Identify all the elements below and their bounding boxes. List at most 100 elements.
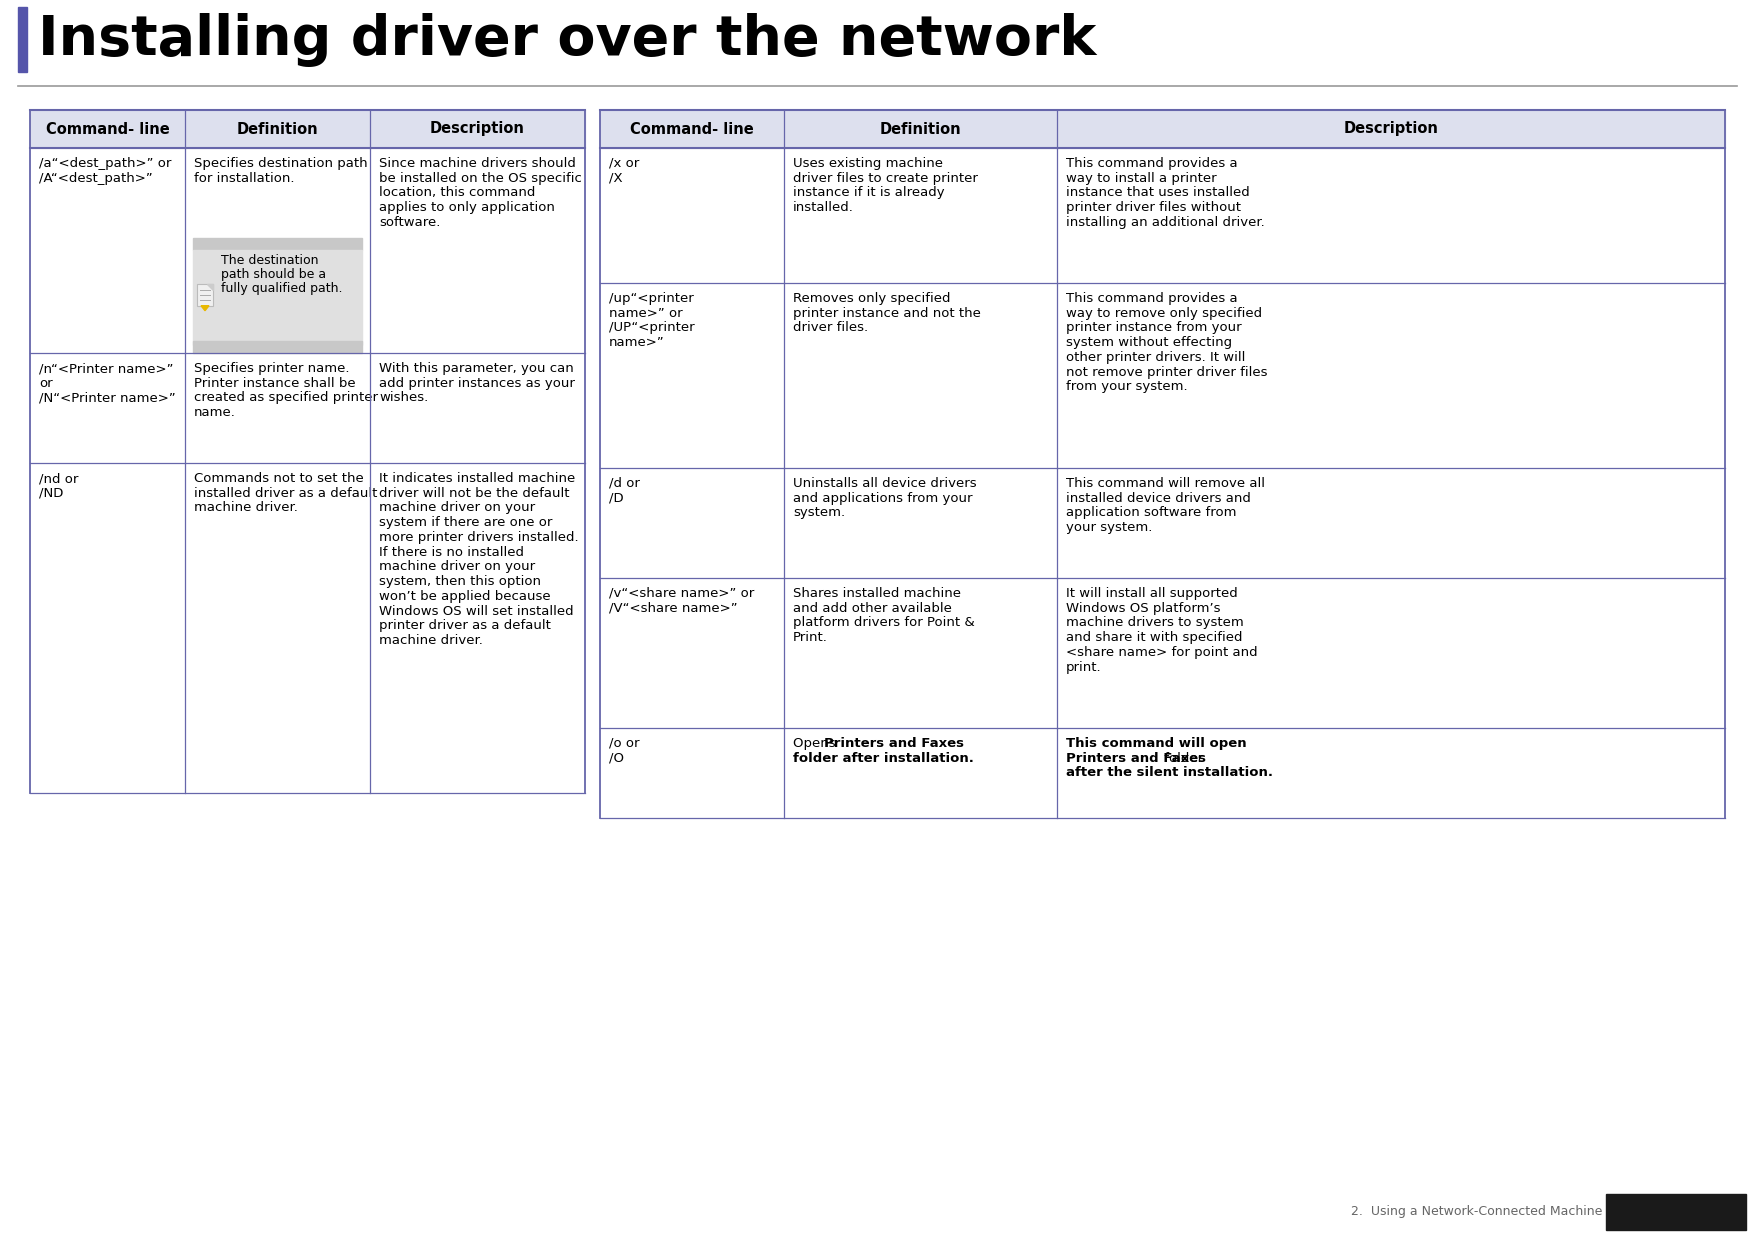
Text: installed device drivers and: installed device drivers and (1065, 492, 1251, 505)
Text: Removes only specified: Removes only specified (793, 291, 951, 305)
Text: This command will open: This command will open (1065, 737, 1246, 750)
Bar (600, 728, 1725, 818)
Text: system if there are one or: system if there are one or (379, 516, 553, 529)
Text: name>”: name>” (609, 336, 665, 350)
Bar (193, 238, 362, 250)
Text: machine driver on your: machine driver on your (379, 501, 535, 515)
Text: This command will remove all: This command will remove all (1065, 477, 1265, 490)
Text: Description: Description (430, 122, 525, 136)
Text: /A“<dest_path>”: /A“<dest_path>” (39, 171, 153, 185)
Text: Definition: Definition (237, 122, 318, 136)
Text: print.: print. (1065, 661, 1102, 673)
Text: system.: system. (793, 506, 846, 520)
Text: and applications from your: and applications from your (793, 492, 972, 505)
Text: driver files.: driver files. (793, 321, 869, 335)
Text: /N“<Printer name>”: /N“<Printer name>” (39, 392, 176, 404)
Text: folder after installation.: folder after installation. (793, 751, 974, 765)
Text: way to remove only specified: way to remove only specified (1065, 306, 1262, 320)
Text: printer driver files without: printer driver files without (1065, 201, 1241, 215)
Text: /d or: /d or (609, 477, 641, 490)
Text: Command- line: Command- line (630, 122, 755, 136)
Text: Windows OS will set installed: Windows OS will set installed (379, 605, 574, 618)
Bar (30, 463, 584, 794)
Bar (600, 283, 1725, 467)
Text: /a“<dest_path>” or: /a“<dest_path>” or (39, 157, 172, 170)
Text: /X: /X (609, 171, 623, 185)
Text: not remove printer driver files: not remove printer driver files (1065, 366, 1267, 378)
Text: printer driver as a default: printer driver as a default (379, 619, 551, 632)
Bar (30, 353, 584, 463)
Text: name>” or: name>” or (609, 306, 683, 320)
Text: your system.: your system. (1065, 521, 1153, 534)
Text: for installation.: for installation. (195, 171, 295, 185)
Text: installed.: installed. (793, 201, 855, 215)
Bar (600, 110, 1725, 148)
Bar (193, 341, 362, 353)
Text: and add other available: and add other available (793, 601, 951, 615)
Text: /n“<Printer name>”: /n“<Printer name>” (39, 362, 174, 374)
Text: application software from: application software from (1065, 506, 1237, 520)
Bar (600, 148, 1725, 283)
Text: Installing driver over the network: Installing driver over the network (39, 12, 1097, 67)
Text: Specifies printer name.: Specifies printer name. (195, 362, 349, 374)
Text: /O: /O (609, 751, 625, 765)
Text: The destination: The destination (221, 254, 318, 268)
Text: machine driver.: machine driver. (379, 634, 483, 647)
Text: be installed on the OS specific: be installed on the OS specific (379, 171, 583, 185)
Text: /ND: /ND (39, 487, 63, 500)
Text: path should be a: path should be a (221, 268, 326, 281)
Text: folder: folder (1160, 751, 1204, 765)
Bar (600, 578, 1725, 728)
Text: 2.  Using a Network-Connected Machine: 2. Using a Network-Connected Machine (1351, 1205, 1602, 1219)
Text: created as specified printer: created as specified printer (195, 392, 377, 404)
Text: /x or: /x or (609, 157, 639, 170)
Text: location, this command: location, this command (379, 186, 535, 200)
Text: /D: /D (609, 492, 623, 505)
Bar (197, 284, 212, 306)
Text: /V“<share name>”: /V“<share name>” (609, 601, 737, 615)
Text: won’t be applied because: won’t be applied because (379, 590, 551, 603)
Bar (30, 148, 584, 353)
Bar (30, 110, 584, 148)
Polygon shape (207, 284, 212, 290)
Text: driver files to create printer: driver files to create printer (793, 171, 978, 185)
Text: Windows OS platform’s: Windows OS platform’s (1065, 601, 1220, 615)
Text: machine driver on your: machine driver on your (379, 560, 535, 573)
Text: /v“<share name>” or: /v“<share name>” or (609, 587, 755, 600)
Bar (193, 250, 362, 345)
Text: Printers and Faxes: Printers and Faxes (825, 737, 963, 750)
Text: Since machine drivers should: Since machine drivers should (379, 157, 576, 170)
Text: way to install a printer: way to install a printer (1065, 171, 1216, 185)
Bar (18, 7, 26, 72)
Text: Commands not to set the: Commands not to set the (195, 472, 363, 485)
Text: Description: Description (1344, 122, 1439, 136)
Text: machine drivers to system: machine drivers to system (1065, 616, 1244, 630)
Text: Uses existing machine: Uses existing machine (793, 157, 942, 170)
Text: wishes.: wishes. (379, 392, 428, 404)
Text: Specifies destination path: Specifies destination path (195, 157, 367, 170)
Text: It indicates installed machine: It indicates installed machine (379, 472, 576, 485)
Text: /UP“<printer: /UP“<printer (609, 321, 695, 335)
Text: and share it with specified: and share it with specified (1065, 631, 1243, 644)
Bar (600, 467, 1725, 578)
Text: instance that uses installed: instance that uses installed (1065, 186, 1250, 200)
Text: /nd or: /nd or (39, 472, 79, 485)
Text: With this parameter, you can: With this parameter, you can (379, 362, 574, 374)
Text: <share name> for point and: <share name> for point and (1065, 646, 1258, 658)
Text: platform drivers for Point &: platform drivers for Point & (793, 616, 974, 630)
Bar (1606, 1194, 1746, 1230)
Text: /up“<printer: /up“<printer (609, 291, 693, 305)
Text: system, then this option: system, then this option (379, 575, 541, 588)
Text: If there is no installed: If there is no installed (379, 546, 525, 559)
Text: from your system.: from your system. (1065, 381, 1188, 393)
Text: Printers and Faxes: Printers and Faxes (1065, 751, 1206, 765)
Text: driver will not be the default: driver will not be the default (379, 487, 570, 500)
Text: Command- line: Command- line (46, 122, 170, 136)
Text: more printer drivers installed.: more printer drivers installed. (379, 531, 579, 544)
Text: or: or (39, 377, 53, 389)
Text: name.: name. (195, 407, 235, 419)
Text: machine driver.: machine driver. (195, 501, 298, 515)
Text: printer instance from your: printer instance from your (1065, 321, 1241, 335)
Text: system without effecting: system without effecting (1065, 336, 1232, 350)
Text: other printer drivers. It will: other printer drivers. It will (1065, 351, 1246, 363)
